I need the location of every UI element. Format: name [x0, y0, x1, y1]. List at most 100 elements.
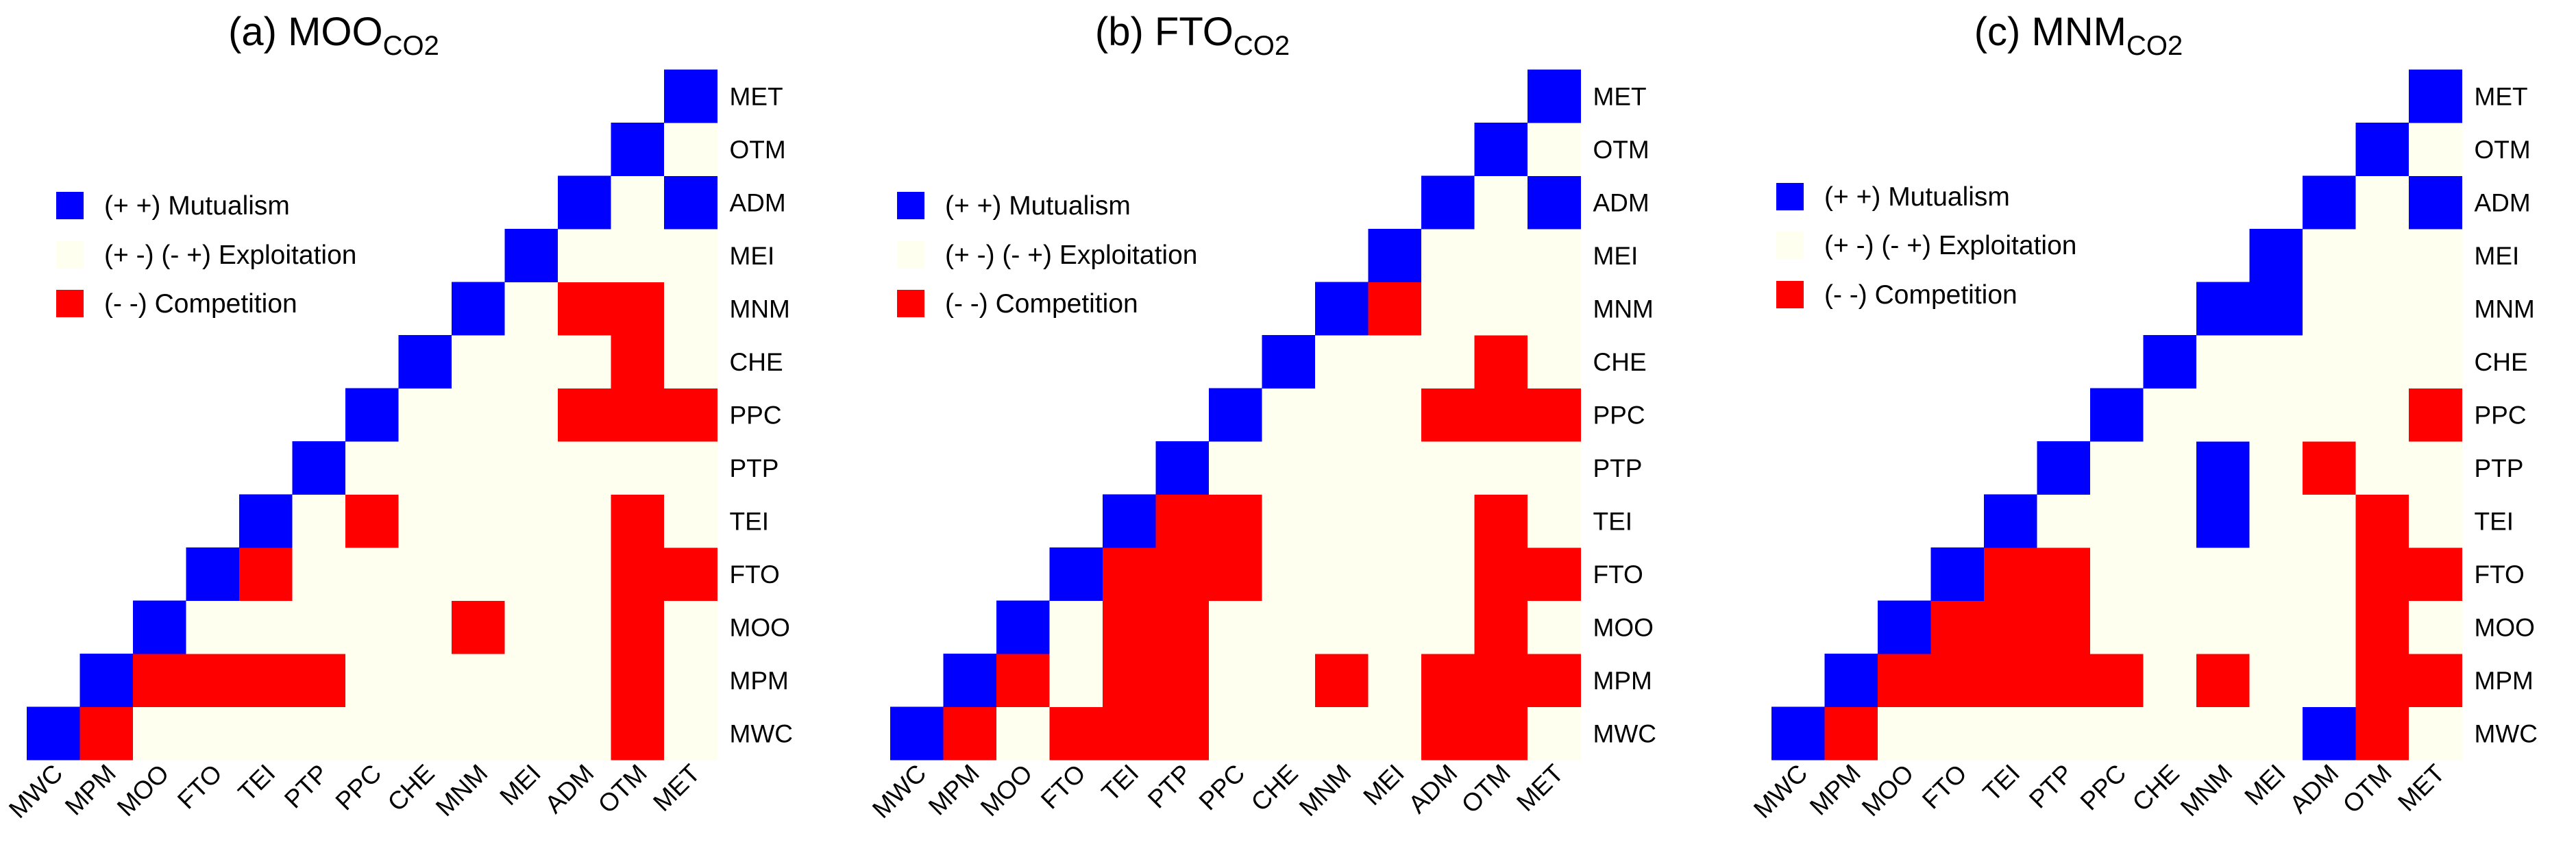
heatmap-cell [1368, 706, 1422, 761]
row-label: MPM [730, 667, 789, 695]
legend-swatch-exploitation [897, 241, 924, 269]
heatmap-cell [452, 335, 506, 389]
heatmap-cell [1984, 494, 2038, 548]
row-label: MET [2475, 82, 2528, 110]
heatmap-cell [1368, 654, 1422, 708]
heatmap-cell [452, 547, 506, 602]
row-label: PPC [2475, 401, 2527, 429]
heatmap-cell [292, 441, 346, 495]
heatmap-cell [558, 175, 612, 230]
heatmap-cell [1528, 494, 1582, 548]
heatmap-cell [2249, 654, 2303, 708]
heatmap-cell [1315, 706, 1369, 761]
heatmap-cell [2355, 600, 2409, 654]
heatmap-cell [1209, 441, 1263, 495]
heatmap-cell [1315, 600, 1369, 654]
heatmap-cell [1474, 600, 1528, 654]
row-label: MWC [1593, 719, 1656, 748]
legend-label-exploitation: (+ -) (- +) Exploitation [945, 240, 1197, 270]
heatmap-cell [2143, 388, 2197, 442]
heatmap-cell [1049, 654, 1103, 708]
heatmap-cell [2409, 706, 2463, 761]
heatmap-cell [504, 282, 559, 336]
heatmap-cell [1262, 654, 1316, 708]
heatmap-cell [1421, 600, 1475, 654]
heatmap-cell [2037, 494, 2091, 548]
heatmap-cell [292, 654, 346, 708]
heatmap-cell [1421, 654, 1475, 708]
legend-swatch-competition [1776, 281, 1804, 308]
heatmap-cell [2090, 706, 2144, 761]
heatmap-cell [2355, 547, 2409, 602]
heatmap-cell [345, 494, 400, 548]
panel-title: (b) FTOCO2 [1095, 10, 1290, 61]
heatmap-cell [611, 547, 665, 602]
heatmap-cell [1262, 388, 1316, 442]
heatmap-cell [504, 600, 559, 654]
heatmap-cell [1262, 335, 1316, 389]
heatmap-cell [664, 335, 718, 389]
row-label: MOO [2475, 613, 2535, 641]
heatmap-cell [1421, 547, 1475, 602]
row-label: MEI [1593, 242, 1639, 270]
row-label: FTO [1593, 560, 1643, 589]
heatmap-cell [1103, 654, 1157, 708]
heatmap-cell [2196, 547, 2250, 602]
heatmap-cell [133, 654, 187, 708]
heatmap-cell [611, 494, 665, 548]
heatmap-cell [996, 654, 1051, 708]
heatmap-cell [2355, 123, 2409, 177]
heatmap-cell [2409, 494, 2463, 548]
heatmap-cell [1421, 282, 1475, 336]
heatmap-cell [2303, 282, 2357, 336]
heatmap-cell [664, 123, 718, 177]
heatmap-cell [79, 706, 134, 761]
heatmap-cell [2409, 335, 2463, 389]
row-label: TEI [730, 507, 770, 535]
heatmap-cell [2355, 706, 2409, 761]
heatmap-cell [2037, 441, 2091, 495]
heatmap-cell [1262, 706, 1316, 761]
heatmap-cell [1155, 441, 1210, 495]
heatmap-cell [1368, 547, 1422, 602]
heatmap-cell [2409, 282, 2463, 336]
heatmap-cell [398, 600, 452, 654]
heatmap-cell [1528, 335, 1582, 389]
heatmap-cell [611, 706, 665, 761]
panel-title: (c) MNMCO2 [1974, 10, 2183, 61]
heatmap-cell [996, 600, 1051, 654]
heatmap-cell [1103, 706, 1157, 761]
row-label: MPM [1593, 667, 1652, 695]
heatmap-cell [2355, 388, 2409, 442]
legend-label-mutualism: (+ +) Mutualism [1824, 182, 2010, 212]
heatmap-cell [1528, 600, 1582, 654]
heatmap-cell [292, 706, 346, 761]
heatmap-cell [345, 600, 400, 654]
heatmap-cell [504, 229, 559, 283]
heatmap-cell [2090, 654, 2144, 708]
heatmap-cell [1155, 494, 1210, 548]
heatmap-cell [2303, 600, 2357, 654]
heatmap-cell [2355, 494, 2409, 548]
heatmap-cell [1209, 600, 1263, 654]
heatmap-cell [2409, 441, 2463, 495]
legend-label-mutualism: (+ +) Mutualism [104, 191, 290, 221]
heatmap-cell [452, 441, 506, 495]
row-label: MOO [730, 613, 790, 641]
row-label: OTM [1593, 136, 1649, 164]
row-label: MWC [730, 719, 793, 748]
heatmap-cell [2409, 388, 2463, 442]
heatmap-cell [2409, 229, 2463, 283]
heatmap-cell [1315, 494, 1369, 548]
heatmap-cell [2409, 69, 2463, 123]
heatmap-cell [611, 175, 665, 230]
heatmap-cell [27, 706, 81, 761]
heatmap-cell [345, 706, 400, 761]
heatmap-cell [1878, 654, 1932, 708]
heatmap-cell [2249, 388, 2303, 442]
heatmap-cell [292, 547, 346, 602]
heatmap-cell [1368, 494, 1422, 548]
heatmap-cell [1368, 282, 1422, 336]
heatmap-cell [1155, 654, 1210, 708]
row-label: MET [1593, 82, 1647, 110]
